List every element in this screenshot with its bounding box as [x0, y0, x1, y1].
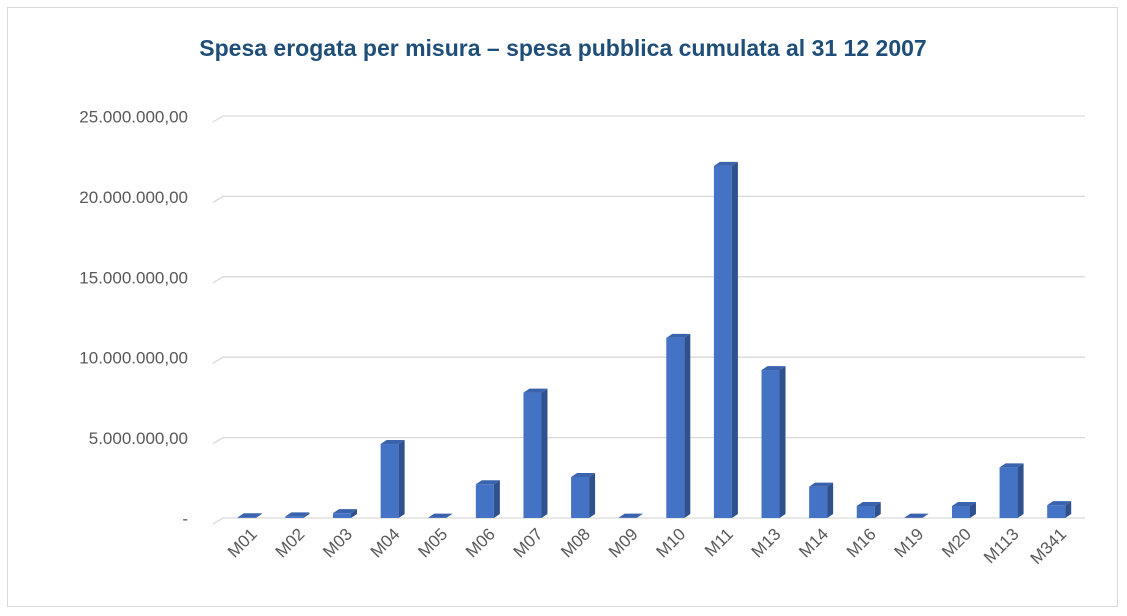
bar: [713, 165, 732, 518]
grid-line: [212, 517, 1085, 525]
bar: [285, 516, 304, 518]
bar-side: [589, 472, 596, 518]
bar-side: [779, 366, 786, 518]
bar-side: [303, 512, 310, 518]
bar-side: [636, 513, 643, 518]
bar-side: [398, 440, 405, 518]
bar: [761, 370, 780, 518]
bar: [523, 392, 542, 518]
bar: [475, 484, 494, 518]
y-tick-label: -: [182, 509, 188, 528]
bar-side: [874, 501, 881, 518]
bar-top: [475, 480, 500, 485]
bar-top: [237, 513, 262, 518]
bar-side: [541, 388, 548, 518]
y-tick-label: 20.000.000,00: [79, 188, 188, 207]
chart-frame: [7, 7, 1118, 607]
bar-side: [731, 161, 738, 518]
bar: [856, 505, 875, 518]
bar-side: [255, 513, 262, 518]
bar: [237, 517, 256, 518]
grid-line: [212, 195, 1085, 203]
grid-line: [212, 276, 1085, 284]
bar: [666, 337, 685, 518]
bar-top: [618, 513, 643, 518]
grid-line: [212, 436, 1085, 445]
bar-side: [1065, 501, 1072, 518]
bar-top: [428, 513, 453, 518]
bar-side: [969, 501, 976, 518]
bar: [380, 444, 399, 518]
bar: [999, 467, 1018, 518]
grid-line: [212, 356, 1085, 364]
bar-side: [922, 513, 929, 518]
bar-top: [951, 501, 976, 506]
bar-top: [333, 509, 358, 514]
bar-top: [904, 513, 929, 518]
bar-top: [713, 161, 738, 166]
bar-top: [856, 501, 881, 506]
bar-top: [761, 366, 786, 371]
bar-top: [285, 512, 310, 517]
bar-side: [1017, 463, 1024, 518]
bar-side: [446, 513, 453, 518]
bar-top: [571, 472, 596, 477]
bar-top: [523, 388, 548, 393]
bar: [333, 513, 352, 518]
bar: [951, 505, 970, 518]
bar: [571, 476, 590, 518]
bar: [1047, 505, 1066, 518]
y-tick-label: 10.000.000,00: [79, 349, 188, 368]
y-tick-label: 25.000.000,00: [79, 107, 188, 126]
chart-title: Spesa erogata per misura – spesa pubblic…: [199, 35, 926, 61]
bar-side: [351, 509, 358, 518]
bar-top: [809, 482, 834, 487]
bar-side: [493, 480, 500, 518]
y-tick-label: 15.000.000,00: [79, 268, 188, 287]
bar-side: [827, 482, 834, 518]
bar: [809, 486, 828, 518]
y-tick-label: 5.000.000,00: [89, 429, 188, 448]
bar-top: [380, 440, 405, 445]
bar-side: [684, 333, 691, 518]
bar-top: [666, 333, 691, 338]
bar-top: [1047, 501, 1072, 506]
grid-line: [212, 115, 1085, 123]
bar-top: [999, 463, 1024, 468]
